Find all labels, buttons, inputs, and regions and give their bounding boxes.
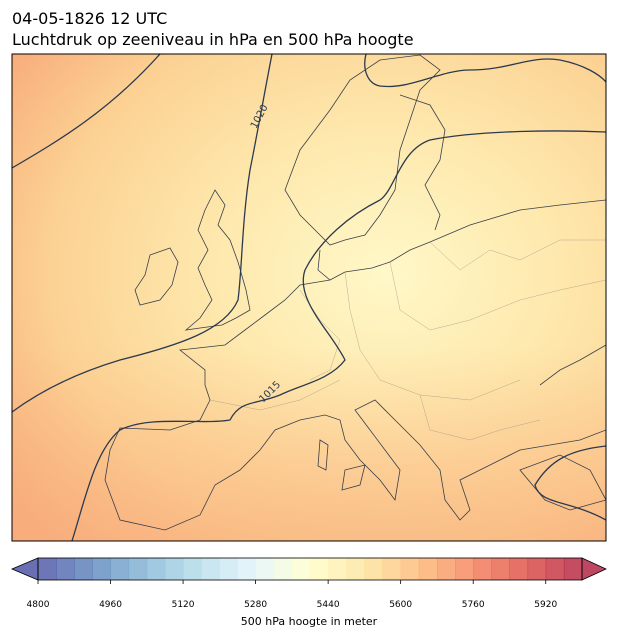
colorbar-segment [346,558,365,580]
colorbar-segment [473,558,492,580]
colorbar-tick-label: 4800 [27,600,50,610]
colorbar-tick-label: 5920 [534,600,557,610]
colorbar-segment [128,558,148,580]
colorbar-extend-high [581,557,607,581]
colorbar-segment [146,558,166,580]
colorbar-frame [37,557,583,581]
coastlines [104,54,606,531]
colorbar-tick-label: 5120 [172,600,195,610]
colorbar-segment [328,558,347,580]
colorbar-segment [273,558,293,580]
colorbar-segment [563,558,583,580]
subtitle: Luchtdruk op zeeniveau in hPa en 500 hPa… [12,30,414,49]
colorbar-segment [201,558,220,580]
colorbar-label: 500 hPa hoogte in meter [241,615,378,628]
colorbar-segment [74,558,93,580]
colorbar-segment [110,558,130,580]
colorbar-segment [527,558,547,580]
colorbar-tick-label: 5760 [462,600,485,610]
colorbar-segment [364,558,384,580]
colorbar-tick-label: 5280 [244,600,267,610]
colorbar-segment [400,558,420,580]
colorbar-segment [237,558,257,580]
map: 1020 1015 [12,54,606,541]
colorbar-segment [38,558,57,580]
colorbar-segment [382,558,402,580]
colorbar-tick-label: 5600 [389,600,412,610]
colorbar-segment [56,558,75,580]
colorbar-segment [310,558,329,580]
colorbar-segment [545,558,565,580]
isobars [12,54,606,541]
colorbar-segment [436,558,456,580]
colorbar-segment [183,558,202,580]
colorbar-segment [509,558,529,580]
colorbar: 4800 4960 5120 5280 5440 5600 5760 5920 [10,557,607,610]
colorbar-segment [291,558,311,580]
map-frame [11,53,607,542]
colorbar-extend-low [10,557,39,581]
colorbar-segment [164,558,184,580]
colorbar-tick-label: 4960 [99,600,122,610]
height-field-south [12,54,606,541]
title: 04-05-1826 12 UTC [12,9,167,28]
colorbar-segment [92,558,112,580]
colorbar-tick-label: 5440 [317,600,340,610]
colorbar-segment [219,558,238,580]
colorbar-segment [455,558,474,580]
colorbar-segment [491,558,510,580]
colorbar-segment [255,558,275,580]
colorbar-segment [418,558,438,580]
